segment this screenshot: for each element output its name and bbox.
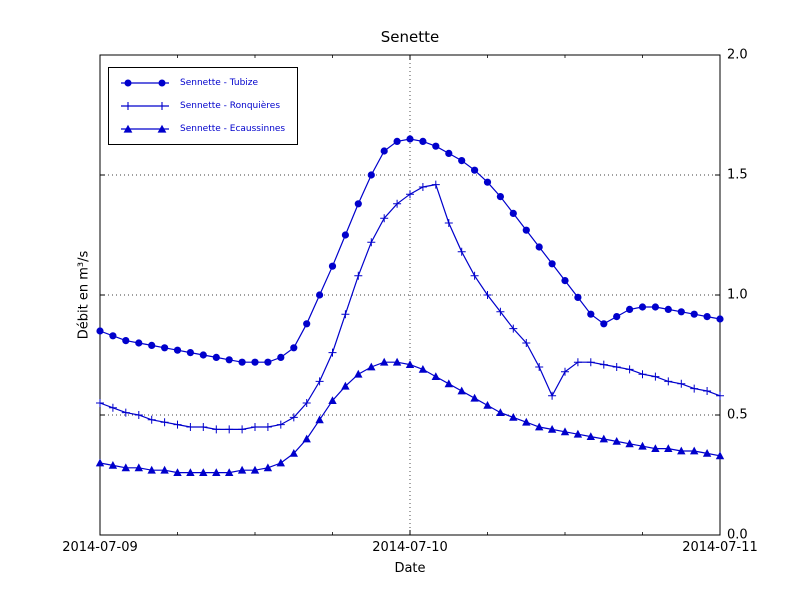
legend-label: Sennette - Ronquières (180, 101, 281, 111)
legend-entry-ronquieres: Sennette - Ronquières (119, 100, 285, 112)
y-tick-label: 1.0 (727, 287, 748, 303)
legend-entry-tubize: Sennette - Tubize (119, 77, 285, 89)
y-tick-label: 2.0 (727, 47, 748, 63)
plus-marker-icon (121, 102, 169, 110)
legend-label: Sennette - Ecaussinnes (180, 124, 286, 134)
x-tick-label: 2014-07-10 (372, 540, 448, 555)
y-tick-label: 1.5 (727, 167, 748, 183)
legend-entry-ecaussinnes: Sennette - Ecaussinnes (119, 123, 285, 135)
legend-label: Sennette - Tubize (180, 78, 259, 88)
y-axis-label: Débit en m³/s (76, 250, 92, 340)
x-axis-label: Date (394, 561, 426, 576)
circle-marker-icon (121, 79, 169, 87)
x-tick-label: 2014-07-11 (682, 540, 758, 555)
chart-title: Senette (380, 28, 440, 46)
x-tick-label: 2014-07-09 (62, 540, 138, 555)
legend: Sennette - Tubize Sennette - Ronquières … (108, 67, 299, 145)
triangle-marker-icon (121, 124, 169, 133)
y-tick-label: 0.5 (727, 407, 748, 423)
y-tick-label: 0.0 (727, 527, 748, 543)
